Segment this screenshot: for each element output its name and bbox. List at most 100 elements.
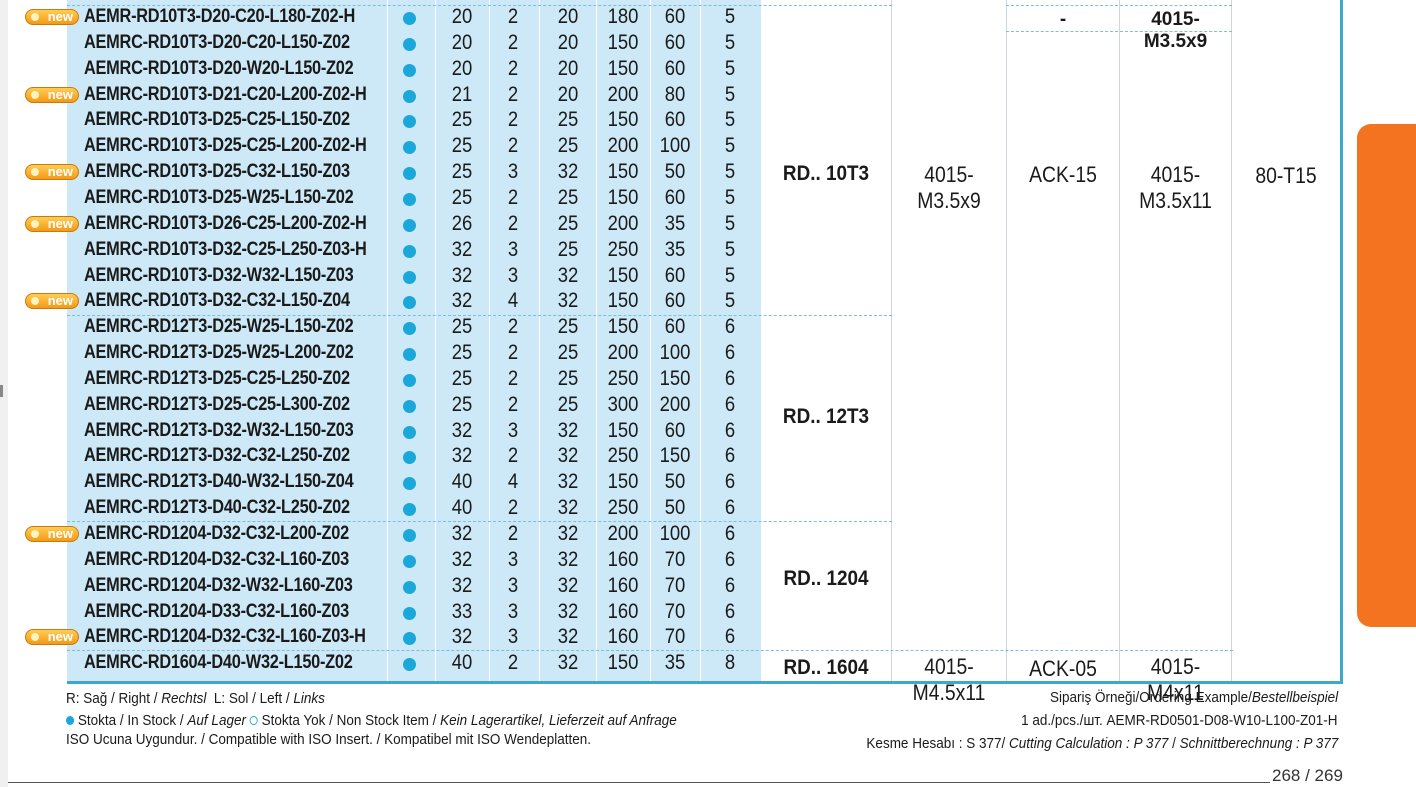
cell-d1: 32 (557, 625, 579, 649)
in-stock-icon (66, 716, 75, 725)
cell-d1: 25 (557, 185, 579, 209)
cell-d: 25 (451, 341, 473, 365)
column-divider (435, 0, 436, 681)
cell-l1: 35 (664, 651, 686, 675)
cell-l1: 60 (664, 315, 686, 339)
cell-l1: 70 (664, 573, 686, 597)
new-badge: new (25, 9, 79, 25)
product-code: AEMRC-RD1204-D33-C32-L160-Z03 (84, 600, 349, 622)
row-separator (1006, 5, 1232, 6)
cell-l: 150 (607, 108, 639, 132)
cell-z: 2 (507, 82, 519, 106)
in-stock-icon (403, 554, 416, 568)
cell-d1: 20 (557, 5, 579, 28)
cell-z: 3 (507, 237, 519, 261)
column-divider (1231, 0, 1232, 681)
cell-d1: 25 (557, 392, 579, 416)
product-code: AEMRC-RD12T3-D25-C25-L250-Z02 (84, 367, 350, 389)
cell-d1: 25 (557, 134, 579, 158)
clamp-screw-1604: 4015-M4x11 (1147, 654, 1204, 705)
cell-l: 160 (607, 573, 639, 597)
product-code: AEMRC-RD10T3-D25-C25-L200-Z02-H (84, 135, 367, 157)
non-stock-icon (249, 716, 258, 725)
in-stock-icon (403, 37, 416, 51)
cell-d: 26 (451, 211, 473, 235)
cell-s: 5 (724, 30, 736, 54)
group-separator (67, 650, 1233, 651)
in-stock-icon (403, 270, 416, 284)
cell-l1: 150 (659, 366, 691, 390)
table-blue-area (67, 0, 761, 681)
cell-d1: 32 (557, 496, 579, 520)
cell-l1: 60 (664, 108, 686, 132)
column-divider (539, 0, 540, 681)
new-badge-label: new (47, 215, 73, 231)
cell-d: 25 (451, 160, 473, 184)
product-code: AEMR-RD10T3-D20-C20-L180-Z02-H (84, 6, 356, 27)
cell-l: 150 (607, 418, 639, 442)
cell-d1: 32 (557, 160, 579, 184)
in-stock-icon (403, 503, 416, 517)
insert-group-rd1604: RD.. 1604 (783, 656, 869, 679)
cell-z: 2 (507, 211, 519, 235)
new-badge-label: new (47, 629, 73, 645)
in-stock-icon (403, 658, 416, 672)
torx-key: 80-T15 (1255, 163, 1317, 188)
cell-d1: 32 (557, 263, 579, 287)
legend-stock: Stokta / In Stock / Auf Lager Stokta Yok… (66, 712, 677, 730)
cell-s: 6 (724, 444, 736, 468)
cell-l: 250 (607, 496, 639, 520)
legend-iso: ISO Ucuna Uygundur. / Compatible with IS… (66, 731, 592, 748)
badge-dot-icon (31, 297, 39, 306)
cell-s: 5 (724, 289, 736, 313)
cell-s: 6 (724, 418, 736, 442)
product-table: new AEMR-RD10T3-D20-C20-L180-Z02-H 20 2 20 18… (0, 0, 1343, 705)
cell-d1: 25 (557, 366, 579, 390)
table-row: AEMRC-RD1604-D40-W32-L150-Z02 40 2 32 150 35 8 (0, 651, 761, 677)
cell-d: 25 (451, 108, 473, 132)
product-code: AEMRC-RD1204-D32-W32-L160-Z03 (84, 574, 353, 596)
table-row: AEMRC-RD1204-D33-C32-L160-Z03 33 3 32 160 70 6 (0, 600, 761, 626)
cell-d: 32 (451, 522, 473, 545)
new-badge: new (25, 215, 79, 232)
cell-d: 25 (451, 315, 473, 339)
group-separator (67, 521, 892, 522)
cell-z: 2 (507, 651, 519, 675)
new-badge: new (25, 293, 79, 310)
cell-s: 5 (724, 160, 736, 184)
cell-s: 5 (724, 237, 736, 261)
new-badge: new (25, 629, 79, 646)
badge-dot-icon (31, 530, 39, 538)
ordering-example-title: Sipariş Örneği/Ordering Example/Bestellb… (1049, 689, 1338, 706)
margin-tick (0, 385, 3, 397)
cell-s: 5 (724, 5, 736, 28)
cutting-calculation: Kesme Hesabı : S 377/ Cutting Calculatio… (866, 735, 1338, 752)
new-badge-label: new (47, 526, 73, 541)
cell-l1: 35 (664, 211, 686, 235)
cell-z: 3 (507, 547, 519, 571)
column-divider (489, 0, 490, 681)
cell-d1: 32 (557, 547, 579, 571)
cell-z: 3 (507, 625, 519, 649)
table-row: AEMRC-RD10T3-D32-W32-L150-Z03 32 3 32 150 60 5 (0, 264, 761, 290)
cell-z: 2 (507, 30, 519, 54)
badge-dot-icon (31, 13, 39, 21)
product-code: AEMRC-RD10T3-D25-C32-L150-Z03 (84, 161, 350, 183)
cell-z: 2 (507, 392, 519, 416)
cell-l: 150 (607, 30, 639, 54)
table-row: AEMRC-RD12T3-D25-C25-L250-Z02 25 2 25 250 150… (0, 367, 761, 393)
cell-z: 2 (507, 5, 519, 28)
cell-z: 2 (507, 522, 519, 545)
cell-z: 2 (507, 185, 519, 209)
cell-d: 40 (451, 651, 473, 675)
cell-d: 20 (451, 30, 473, 54)
cell-d: 32 (451, 418, 473, 442)
badge-dot-icon (31, 168, 39, 177)
cell-l1: 80 (664, 82, 686, 106)
cell-l1: 60 (664, 5, 686, 28)
cell-d1: 20 (557, 82, 579, 106)
cell-l: 200 (607, 522, 639, 545)
table-row: AEMRC-RD12T3-D40-C32-L250-Z02 40 2 32 250 50 6 (0, 496, 761, 522)
cell-l1: 60 (664, 185, 686, 209)
cell-s: 5 (724, 263, 736, 287)
